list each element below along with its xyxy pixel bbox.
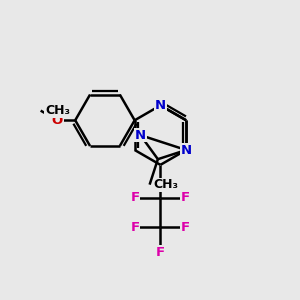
Text: N: N [181,143,192,157]
Text: N: N [135,129,146,142]
Text: CH₃: CH₃ [153,178,178,191]
Text: F: F [181,191,190,204]
Text: N: N [155,99,166,112]
Text: O: O [52,114,63,127]
Text: F: F [130,221,140,234]
Text: CH₃: CH₃ [45,104,70,117]
Text: F: F [156,246,165,259]
Text: F: F [130,191,140,204]
Text: F: F [181,221,190,234]
